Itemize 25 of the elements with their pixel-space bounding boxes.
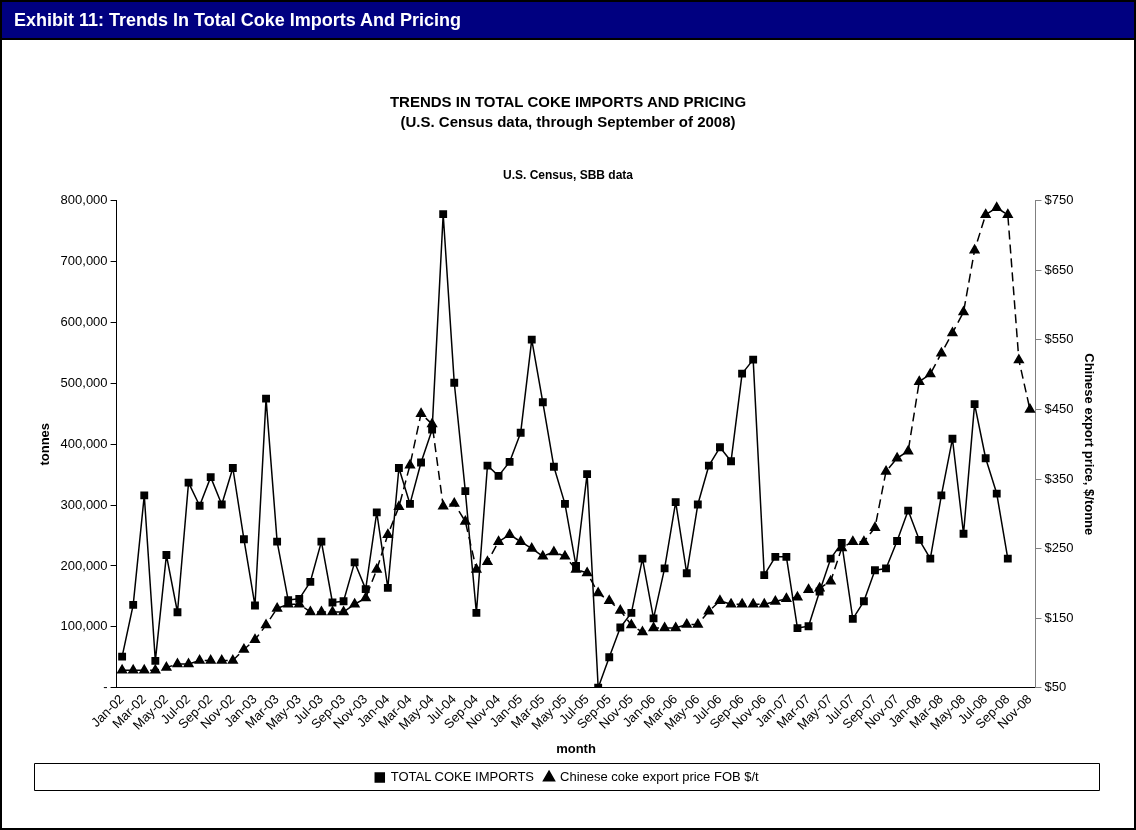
y-axis-title: tonnes bbox=[37, 422, 53, 466]
y-tick-label: 200,000 bbox=[60, 557, 108, 573]
y2-axis-title: Chinese export price, $/tonne bbox=[1081, 353, 1097, 536]
y-tick-label: 700,000 bbox=[60, 253, 108, 269]
y-tick-label: 400,000 bbox=[60, 435, 108, 451]
y2-tick-label: $350 bbox=[1044, 470, 1074, 486]
y-tick-label: 100,000 bbox=[60, 618, 108, 634]
y2-tick-label: $550 bbox=[1044, 331, 1074, 347]
legend-label: Chinese coke export price FOB $/t bbox=[560, 769, 760, 785]
y-tick-label: - bbox=[103, 679, 108, 695]
y2-tick-label: $750 bbox=[1044, 192, 1074, 208]
y-tick-label: 500,000 bbox=[60, 374, 108, 390]
y2-tick-label: $250 bbox=[1044, 540, 1074, 556]
y2-tick-label: $450 bbox=[1044, 401, 1074, 417]
y-tick-label: 600,000 bbox=[60, 314, 108, 330]
chart-title: Exhibit 11: Trends In Total Coke Imports And Pricing bbox=[2, 2, 1134, 40]
text: U.S. Census, SBB data bbox=[502, 168, 634, 182]
y2-tick-label: $50 bbox=[1044, 679, 1067, 695]
y-tick-label: 300,000 bbox=[60, 496, 108, 512]
legend-label: TOTAL COKE IMPORTS bbox=[390, 769, 535, 785]
y-tick-label: 800,000 bbox=[60, 192, 108, 208]
chart-subtitle: TRENDS IN TOTAL COKE IMPORTS AND PRICING (U.S. Census data, through September of 2008) bbox=[388, 92, 748, 132]
x-axis-title: month bbox=[556, 740, 596, 756]
y2-tick-label: $650 bbox=[1044, 261, 1074, 277]
y2-tick-label: $150 bbox=[1044, 609, 1074, 625]
